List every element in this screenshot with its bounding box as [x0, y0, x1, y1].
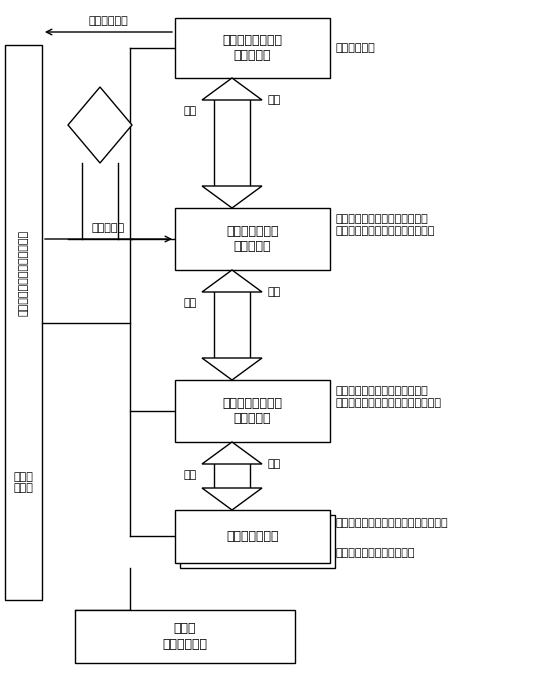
Text: １３回
開　催: １３回 開 催 [13, 472, 33, 493]
Polygon shape [202, 78, 262, 100]
Bar [180, 515, 335, 568]
Bar [175, 510, 330, 563]
Text: 報告（諮問）: 報告（諮問） [89, 16, 128, 26]
Bar [175, 380, 330, 442]
Bar [214, 464, 250, 488]
Polygon shape [202, 270, 262, 292]
Text: 最終決定機関: 最終決定機関 [336, 43, 376, 53]
Text: 意見・提言: 意見・提言 [92, 223, 125, 233]
Text: 宮古島市行政改革推進委員会: 宮古島市行政改革推進委員会 [18, 229, 28, 315]
Text: 依頼: 依頼 [267, 459, 280, 469]
Bar [214, 100, 250, 186]
Polygon shape [202, 442, 262, 464]
Text: 行政改革推進本部
１３回開催: 行政改革推進本部 １３回開催 [222, 34, 282, 62]
Text: 分科会等へ依頼又は報告を審議
幹事会からの指示事項を審議・報告: 分科会等へ依頼又は報告を審議 幹事会からの指示事項を審議・報告 [336, 386, 442, 408]
Bar [175, 18, 330, 78]
Bar [75, 610, 295, 663]
Text: 行政改革専門部会
１６回開催: 行政改革専門部会 １６回開催 [222, 397, 282, 425]
Text: 事務局
行財政改革班: 事務局 行財政改革班 [163, 622, 208, 650]
Bar [214, 292, 250, 358]
Text: 行政改革幹事会
１２回開催: 行政改革幹事会 １２回開催 [226, 225, 278, 253]
Text: 専門部会へ指示又は報告を審議
本部からの指示事項を審議・報告: 専門部会へ指示又は報告を審議 本部からの指示事項を審議・報告 [336, 214, 436, 236]
Text: 報告: 報告 [184, 298, 197, 308]
Text: 報告: 報告 [184, 470, 197, 480]
Text: 報告: 報告 [184, 106, 197, 116]
Text: 指示: 指示 [267, 287, 280, 297]
Polygon shape [68, 87, 132, 163]
Text: 各部局分科会等: 各部局分科会等 [226, 530, 278, 543]
Text: 専門部会からの依頼事項を審議・報告: 専門部会からの依頼事項を審議・報告 [336, 518, 448, 528]
Text: 必要に応じて分科会を設置: 必要に応じて分科会を設置 [336, 548, 416, 558]
Text: 指示: 指示 [267, 95, 280, 105]
Polygon shape [202, 488, 262, 510]
Polygon shape [202, 186, 262, 208]
Polygon shape [202, 358, 262, 380]
Bar [5, 45, 42, 600]
Bar [175, 208, 330, 270]
